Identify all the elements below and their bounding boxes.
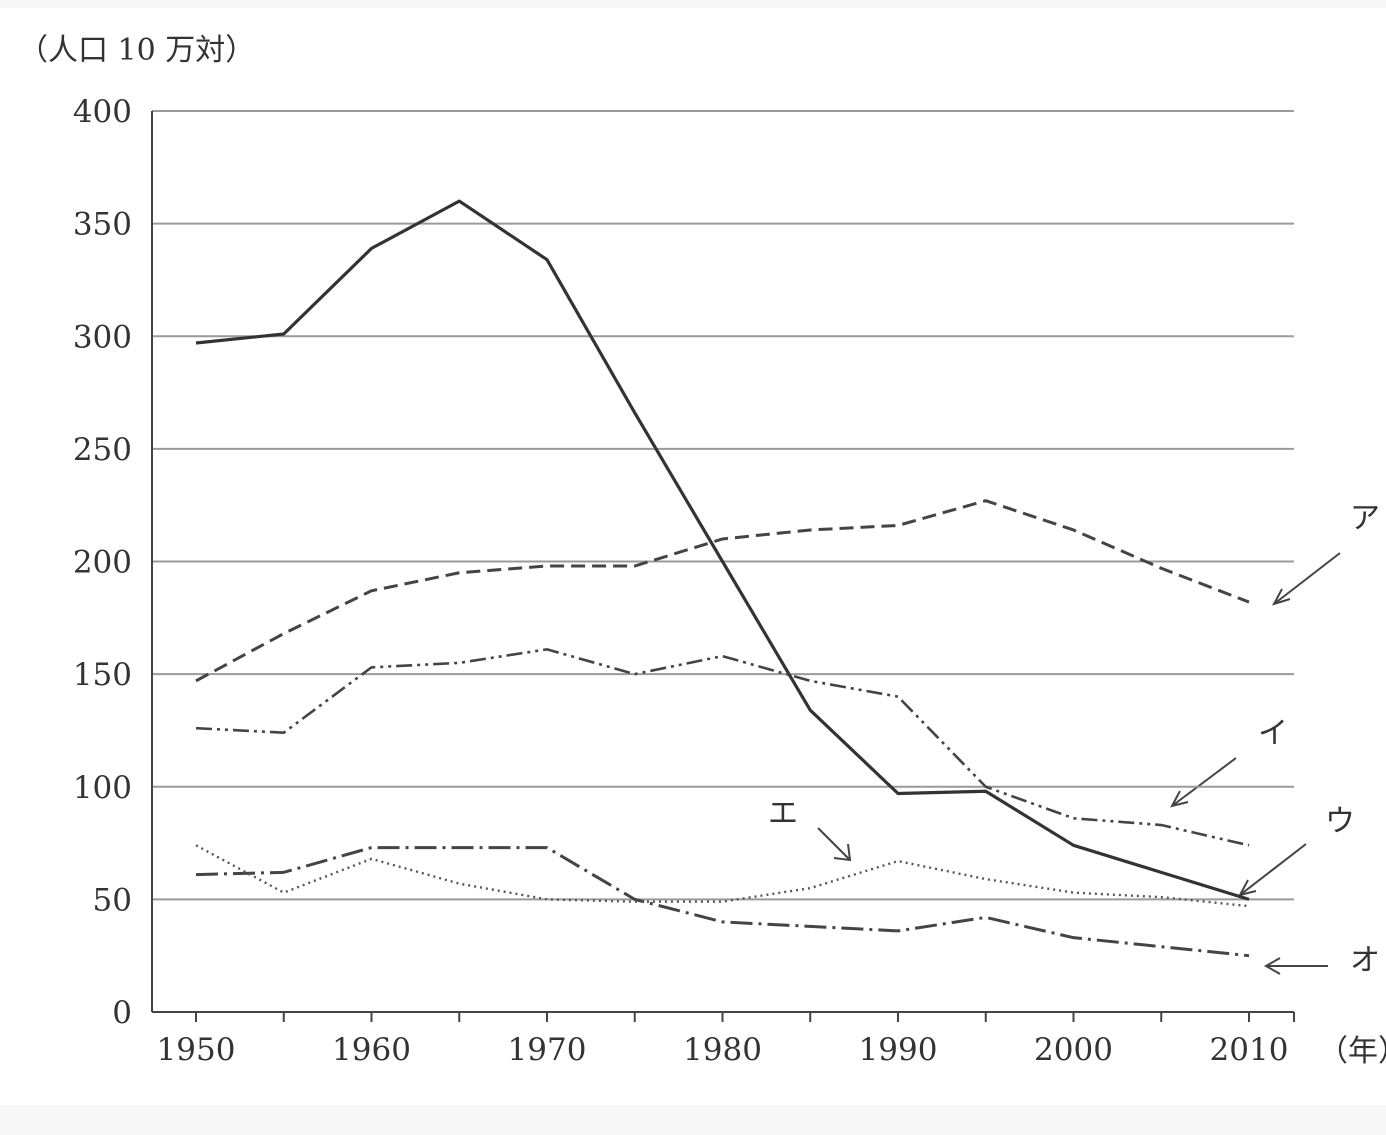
y-tick-label: 0 [112, 995, 132, 1031]
x-tick-label: 1970 [508, 1032, 587, 1068]
y-tick-label: 350 [73, 207, 132, 243]
chart: （人口 10 万対） （年） ア イ ウ エ オ [0, 8, 1386, 1105]
annotation-label-o: オ [1350, 943, 1380, 978]
y-tick-label: 400 [73, 94, 132, 130]
series-line-solid [195, 199, 1250, 901]
annotation-arrow-a [1271, 552, 1341, 606]
x-tick-label: 1960 [332, 1032, 411, 1068]
annotation-label-u: ウ [1325, 804, 1355, 839]
y-tick-label: 50 [93, 882, 132, 918]
x-tick-label: 2010 [1210, 1032, 1289, 1068]
y-tick-label: 100 [73, 770, 132, 806]
y-axis-unit-label: （人口 10 万対） [18, 33, 255, 68]
y-tick-label: 200 [73, 545, 132, 581]
annotation-label-i: イ [1258, 716, 1288, 751]
series-line-a [195, 499, 1250, 683]
annotation-arrow-u [1238, 843, 1307, 897]
x-tick-label: 1990 [859, 1032, 938, 1068]
series-line-i [195, 648, 1250, 847]
annotation-label-e: エ [768, 796, 798, 831]
y-tick-label: 300 [73, 319, 132, 355]
x-tick-label: 1950 [157, 1032, 236, 1068]
series-line-o [195, 846, 1250, 958]
x-tick-label: 1980 [683, 1032, 762, 1068]
x-tick-label: 2000 [1034, 1032, 1113, 1068]
series-line-e [195, 844, 1250, 908]
y-tick-label: 150 [73, 657, 132, 693]
annotation-label-a: ア [1350, 501, 1380, 536]
line-chart: （人口 10 万対） （年） ア イ ウ エ オ [18, 33, 1386, 1069]
annotation-arrow-o [1263, 957, 1328, 975]
annotation-arrow-e [817, 827, 852, 862]
y-tick-label: 250 [73, 432, 132, 468]
x-axis-unit-label: （年） [1318, 1034, 1386, 1069]
annotation-arrow-i [1170, 757, 1237, 808]
